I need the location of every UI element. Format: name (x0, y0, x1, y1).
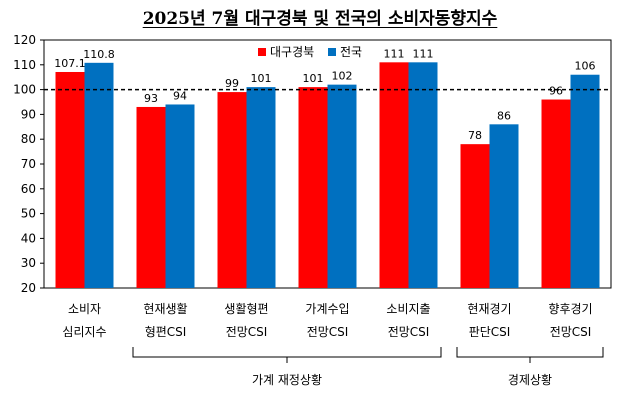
bar (570, 74, 600, 288)
category-label: 전망CSI (550, 325, 592, 339)
legend-swatch (328, 48, 336, 56)
data-label: 110.8 (83, 48, 115, 61)
y-tick-label: 20 (21, 281, 36, 295)
bar (327, 84, 357, 288)
category-label: 심리지수 (62, 325, 106, 339)
legend-swatch (258, 48, 266, 56)
bar (541, 99, 571, 289)
bar (489, 124, 519, 288)
bar (379, 62, 409, 288)
bar (460, 144, 490, 288)
y-tick-label: 100 (13, 83, 36, 97)
bar (298, 87, 328, 289)
data-label: 106 (575, 60, 596, 73)
y-tick-label: 30 (21, 256, 36, 270)
data-label: 101 (251, 72, 272, 85)
bar (136, 106, 166, 289)
group-label: 경제상황 (508, 373, 552, 387)
data-label: 86 (497, 109, 511, 122)
group-label: 가계 재정상황 (252, 373, 322, 387)
y-tick-label: 90 (21, 107, 36, 121)
y-tick-label: 60 (21, 182, 36, 196)
bar (55, 71, 85, 288)
data-label: 96 (549, 85, 563, 98)
category-label: 형편CSI (145, 325, 187, 339)
category-label: 판단CSI (469, 325, 511, 339)
bar (217, 92, 247, 288)
group-bracket (456, 347, 604, 358)
chart-title: 2025년 7월 대구경북 및 전국의 소비자동향지수 (142, 9, 498, 29)
legend-label: 전국 (340, 45, 362, 59)
y-tick-label: 70 (21, 157, 36, 171)
category-label: 가계수입 (305, 302, 349, 316)
category-label: 현재생활 (143, 302, 187, 316)
legend-label: 대구경북 (270, 45, 314, 59)
category-label: 전망CSI (307, 325, 349, 339)
bar (84, 62, 114, 288)
bar (165, 104, 195, 288)
data-label: 78 (468, 129, 482, 142)
category-label: 향후경기 (548, 302, 592, 316)
category-label: 소비지출 (386, 302, 430, 316)
y-tick-label: 120 (13, 33, 36, 47)
bar (408, 62, 438, 288)
data-label: 107.1 (54, 57, 86, 70)
bar (246, 87, 276, 289)
category-label: 소비자 (68, 302, 101, 316)
y-tick-label: 80 (21, 132, 36, 146)
y-tick-label: 110 (13, 58, 36, 72)
data-label: 111 (384, 47, 405, 60)
category-label: 전망CSI (226, 325, 268, 339)
data-label: 99 (225, 77, 239, 90)
category-label: 현재경기 (467, 302, 511, 316)
y-tick-label: 40 (21, 231, 36, 245)
y-tick-label: 50 (21, 207, 36, 221)
data-label: 101 (303, 72, 324, 85)
data-label: 94 (173, 89, 187, 102)
data-label: 111 (413, 47, 434, 60)
data-label: 102 (332, 70, 353, 83)
category-label: 생활형편 (224, 302, 268, 316)
data-label: 93 (144, 92, 158, 105)
category-label: 전망CSI (388, 325, 430, 339)
group-bracket (132, 347, 442, 358)
